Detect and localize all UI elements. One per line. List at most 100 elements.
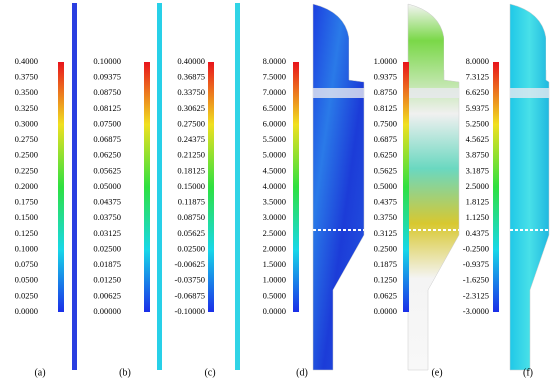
colorbar-tick-label: 3.5000 [263, 197, 286, 207]
colorbar-tick-label: 0.08750 [93, 87, 121, 97]
colorbar-tick-label: 0.05625 [93, 165, 121, 175]
colorbar-tick-label: 0.08750 [177, 212, 205, 222]
colorbar-tick-label: -0.9375 [463, 259, 489, 269]
colorbar-tick-label: 0.40000 [177, 56, 205, 66]
panel-label: (e) [431, 367, 442, 378]
colorbar-tick-label: 0.27500 [177, 118, 205, 128]
colorbar-tick-label: 3.0000 [263, 212, 286, 222]
rod [157, 3, 162, 370]
colorbar-tick-label: 2.5000 [466, 181, 489, 191]
colorbar-tick-label: 0.0250 [15, 290, 38, 300]
colorbar-tick-label: 0.1875 [374, 259, 397, 269]
colorbar-tick-label: 7.5000 [263, 72, 286, 82]
colorbar-tick-label: -0.03750 [175, 275, 205, 285]
colorbar-tick-label: 0.8750 [374, 87, 397, 97]
duct [444, 20, 458, 70]
colorbar-tick-label: 0.9375 [374, 72, 397, 82]
rod [72, 3, 77, 370]
grid-plate [408, 88, 459, 98]
colorbar-tick-label: 5.0000 [263, 150, 286, 160]
colorbar-tick-label: 0.3750 [374, 212, 397, 222]
colorbar [293, 62, 299, 312]
panel-label: (d) [296, 367, 308, 378]
colorbar-tick-label: 0.00625 [93, 290, 121, 300]
colorbar-tick-label: 0.06250 [93, 150, 121, 160]
colorbar-tick-label: -3.0000 [463, 306, 489, 316]
colorbar-tick-label: 0.01250 [93, 275, 121, 285]
colorbar [58, 62, 64, 312]
colorbar-tick-label: 0.03125 [93, 228, 121, 238]
colorbar-tick-label: 1.8125 [466, 197, 489, 207]
colorbar [208, 62, 214, 312]
panel-label: (b) [119, 367, 131, 378]
colorbar-tick-label: 0.06875 [93, 134, 121, 144]
colorbar-tick-label: 0.3125 [374, 228, 397, 238]
colorbar-tick-label: 0.1000 [15, 243, 38, 253]
colorbar-tick-label: 0.1500 [15, 212, 38, 222]
colorbar-tick-label: 7.3125 [466, 72, 489, 82]
colorbar-tick-label: 2.5000 [263, 228, 286, 238]
colorbar-tick-label: 0.02500 [93, 243, 121, 253]
panel-label: (c) [204, 367, 215, 378]
colorbar-tick-label: 0.05000 [93, 181, 121, 191]
colorbar-tick-label: 0.03750 [93, 212, 121, 222]
colorbar-tick-label: 0.11875 [178, 197, 205, 207]
colorbar [403, 62, 409, 312]
duct [349, 20, 363, 70]
colorbar-tick-label: 0.4000 [15, 56, 38, 66]
colorbar-tick-label: 0.21250 [177, 150, 205, 160]
rod [235, 3, 240, 370]
colorbar-tick-label: 1.5000 [263, 259, 286, 269]
colorbar-tick-label: 1.1250 [466, 212, 489, 222]
colorbar-tick-label: 0.7500 [374, 118, 397, 128]
colorbar [493, 62, 499, 312]
colorbar-tick-label: 0.5625 [374, 165, 397, 175]
colorbar-tick-label: 0.2000 [15, 181, 38, 191]
colorbar-tick-label: 0.04375 [93, 197, 121, 207]
colorbar-tick-label: 0.09375 [93, 72, 121, 82]
colorbar-tick-label: 0.0000 [263, 306, 286, 316]
colorbar-tick-label: -0.10000 [175, 306, 205, 316]
colorbar-tick-label: 0.18125 [177, 165, 205, 175]
colorbar-tick-label: 0.5000 [374, 181, 397, 191]
vessel [509, 3, 550, 371]
colorbar-tick-label: 0.0500 [15, 275, 38, 285]
colorbar-tick-label: 0.0000 [15, 306, 38, 316]
colorbar-tick-label: -2.3125 [463, 290, 489, 300]
colorbar-tick-label: 0.24375 [177, 134, 205, 144]
duct [546, 20, 550, 70]
colorbar-tick-label: 0.2500 [15, 150, 38, 160]
colorbar-tick-label: -0.2500 [463, 243, 489, 253]
colorbar-tick-label: 1.0000 [374, 56, 397, 66]
colorbar-tick-label: 0.0750 [15, 259, 38, 269]
colorbar-tick-label: 6.6250 [466, 87, 489, 97]
colorbar-tick-label: 5.9375 [466, 103, 489, 113]
colorbar-tick-label: -0.06875 [175, 290, 205, 300]
colorbar-tick-label: 0.6875 [374, 134, 397, 144]
colorbar-tick-label: 0.00000 [93, 306, 121, 316]
colorbar-tick-label: 1.0000 [263, 275, 286, 285]
colorbar-tick-label: 8.0000 [466, 56, 489, 66]
colorbar-tick-label: 0.1250 [15, 228, 38, 238]
colorbar-tick-label: 0.01875 [93, 259, 121, 269]
colorbar-tick-label: 4.5625 [466, 134, 489, 144]
colorbar-tick-label: 0.1750 [15, 197, 38, 207]
colorbar-tick-label: 0.3750 [15, 72, 38, 82]
colorbar-tick-label: 0.2750 [15, 134, 38, 144]
colorbar-tick-label: 6.0000 [263, 118, 286, 128]
panel-label: (a) [34, 367, 45, 378]
colorbar-tick-label: 6.5000 [263, 103, 286, 113]
colorbar-tick-label: 0.05625 [177, 228, 205, 238]
colorbar-tick-label: 0.8125 [374, 103, 397, 113]
colorbar-tick-label: 0.10000 [93, 56, 121, 66]
colorbar-tick-label: 0.4375 [466, 228, 489, 238]
colorbar-tick-label: 0.5000 [263, 290, 286, 300]
colorbar-tick-label: 0.6250 [374, 150, 397, 160]
colorbar-tick-label: 3.1875 [466, 165, 489, 175]
colorbar-tick-label: -0.00625 [175, 259, 205, 269]
colorbar-tick-label: 0.3250 [15, 103, 38, 113]
colorbar-tick-label: 0.2250 [15, 165, 38, 175]
grid-plate [510, 88, 549, 98]
colorbar-tick-label: 0.07500 [93, 118, 121, 128]
